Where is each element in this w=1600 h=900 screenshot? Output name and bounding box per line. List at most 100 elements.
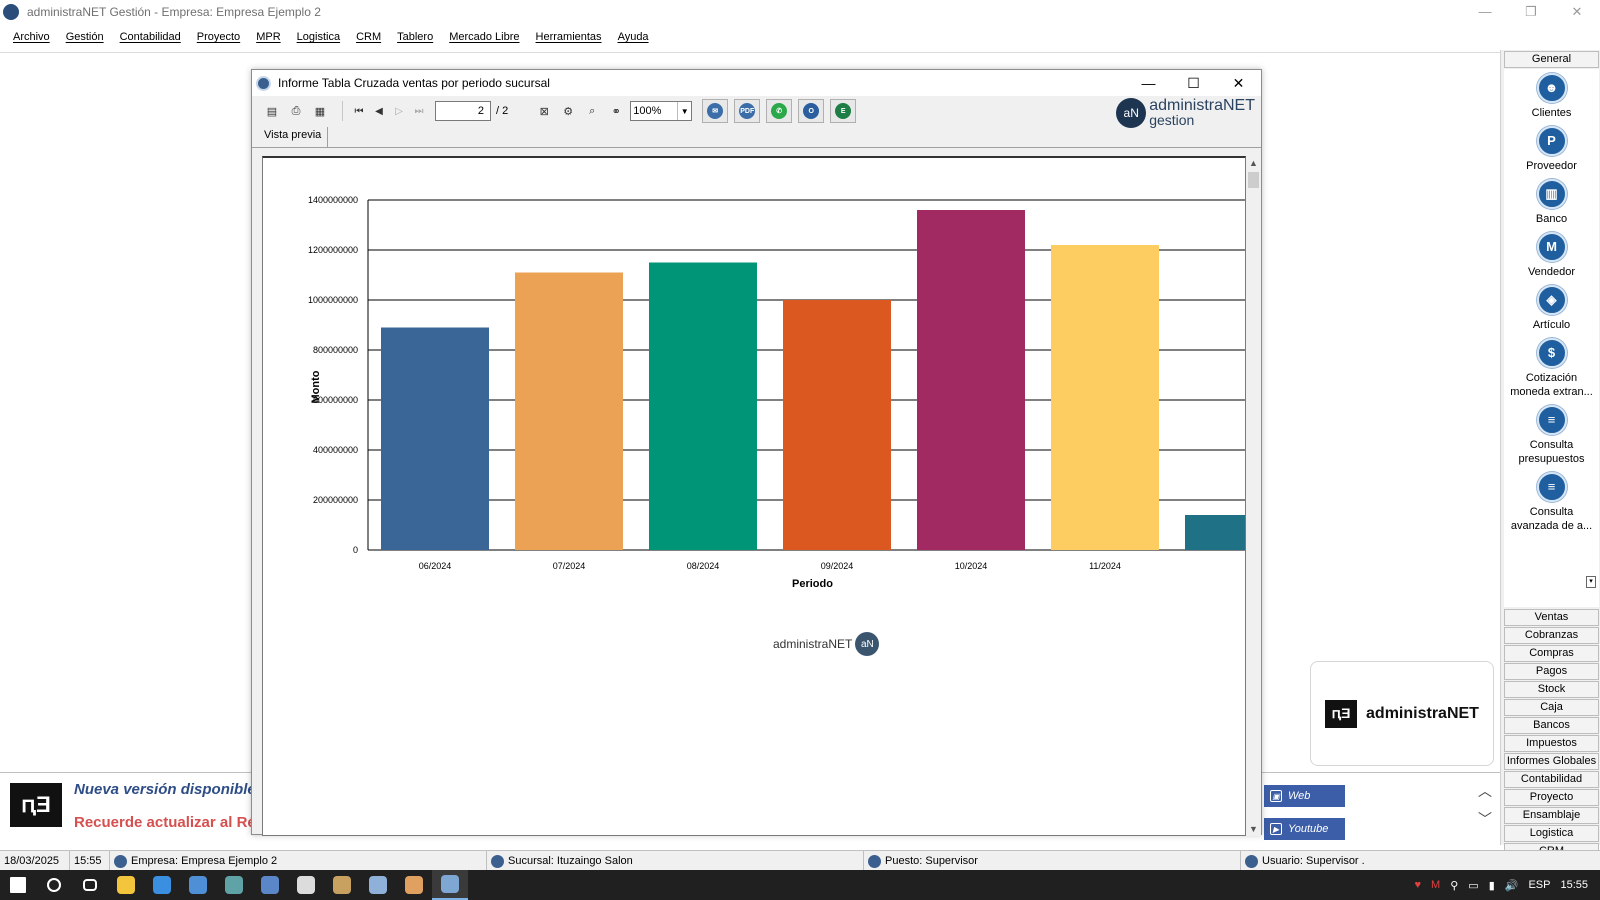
- section-pagos[interactable]: Pagos: [1504, 663, 1599, 680]
- promo-headline[interactable]: Nueva versión disponible!: [74, 781, 261, 798]
- sales-bar-chart: 0 200000000 400000000 600000000 800000000 100…: [308, 195, 1245, 590]
- status-puesto-text: Puesto: Supervisor: [885, 855, 978, 867]
- restore-button[interactable]: ❐: [1525, 3, 1537, 19]
- shortcut-currency-5[interactable]: $ Cotización moneda extran...: [1504, 338, 1599, 399]
- section-stock[interactable]: Stock: [1504, 681, 1599, 698]
- zoom-select[interactable]: 100% ▼: [630, 101, 693, 121]
- system-tray: ♥ M ⚲ ▭ ▮ 🔊 ESP 15:55: [1410, 870, 1600, 900]
- tree-icon[interactable]: ▦: [314, 105, 326, 118]
- section-ensamblaje[interactable]: Ensamblaje: [1504, 807, 1599, 824]
- web-button[interactable]: ▣ Web: [1264, 785, 1345, 807]
- menu-mercado-libre[interactable]: Mercado Libre: [449, 31, 520, 43]
- file-explorer-icon: [117, 876, 135, 894]
- tab-vista-previa[interactable]: Vista previa: [258, 127, 329, 147]
- menu-crm[interactable]: CRM: [356, 31, 382, 43]
- prev-page-icon[interactable]: ◀: [375, 105, 383, 117]
- taskbar-search[interactable]: [36, 870, 72, 900]
- taskbar-app-dark[interactable]: [288, 870, 324, 900]
- section-informes-globales[interactable]: Informes Globales: [1504, 753, 1599, 770]
- taskbar-app-tool[interactable]: [324, 870, 360, 900]
- promo-scroll[interactable]: ︿ ﹀: [1478, 777, 1492, 833]
- scroll-thumb[interactable]: [1248, 172, 1259, 188]
- shortcut-list-dropdown[interactable]: ▾: [1586, 576, 1596, 588]
- chevron-up-icon[interactable]: ︿: [1478, 783, 1492, 799]
- excel-button[interactable]: E: [830, 99, 857, 123]
- menu-archivo[interactable]: Archivo: [13, 31, 50, 43]
- shield-icon[interactable]: ♥: [1414, 879, 1422, 891]
- shortcut-clients-0[interactable]: ☻ Clientes: [1504, 73, 1599, 120]
- menu-bar: Archivo Gestión Contabilidad Proyecto MP…: [0, 26, 1600, 48]
- menu-mpr[interactable]: MPR: [256, 31, 281, 43]
- x-tick-label: 10/2024: [955, 561, 988, 571]
- shortcut-supplier-1[interactable]: P Proveedor: [1504, 126, 1599, 173]
- menu-gestion[interactable]: Gestión: [65, 31, 104, 43]
- find-icon[interactable]: ⌕: [589, 104, 596, 117]
- chevron-down-icon[interactable]: ▼: [677, 102, 691, 120]
- taskbar-app-paint[interactable]: [396, 870, 432, 900]
- shortcut-document-7[interactable]: ≡ Consulta avanzada de a...: [1504, 472, 1599, 533]
- taskbar-clock[interactable]: 15:55: [1560, 879, 1588, 891]
- taskbar-start[interactable]: [0, 870, 36, 900]
- taskbar-app-teal[interactable]: [216, 870, 252, 900]
- youtube-button[interactable]: ▶ Youtube: [1264, 818, 1345, 840]
- close-report-icon[interactable]: ⊠: [539, 105, 549, 118]
- print-icon[interactable]: ⎙: [291, 104, 301, 117]
- shortcut-article-4[interactable]: ◈ Artículo: [1504, 285, 1599, 332]
- outlook-button[interactable]: O: [798, 99, 825, 123]
- first-page-icon[interactable]: ⏮: [354, 105, 364, 117]
- volume-icon[interactable]: 🔊: [1504, 879, 1519, 892]
- section-compras[interactable]: Compras: [1504, 645, 1599, 662]
- whatsapp-button[interactable]: ✆: [766, 99, 793, 123]
- section-impuestos[interactable]: Impuestos: [1504, 735, 1599, 752]
- toolbar-divider: [342, 101, 343, 121]
- scroll-up-icon[interactable]: ▲: [1249, 158, 1258, 168]
- bar-06-2024: [381, 327, 489, 550]
- menu-proyecto[interactable]: Proyecto: [196, 31, 241, 43]
- section-bancos[interactable]: Bancos: [1504, 717, 1599, 734]
- section-contabilidad[interactable]: Contabilidad: [1504, 771, 1599, 788]
- display-icon[interactable]: ▭: [1468, 879, 1479, 892]
- shortcut-document-6[interactable]: ≡ Consulta presupuestos: [1504, 405, 1599, 466]
- minimize-button[interactable]: —: [1478, 4, 1492, 19]
- mail-icon[interactable]: M: [1431, 879, 1441, 891]
- panel-general-button[interactable]: General: [1504, 51, 1599, 68]
- export-icon[interactable]: ▤: [266, 105, 278, 118]
- administranet-icon: [441, 875, 459, 893]
- section-proyecto[interactable]: Proyecto: [1504, 789, 1599, 806]
- section-ventas[interactable]: Ventas: [1504, 609, 1599, 626]
- menu-ayuda[interactable]: Ayuda: [617, 31, 649, 43]
- settings-icon[interactable]: ⚙: [563, 105, 574, 118]
- input-language[interactable]: ESP: [1528, 879, 1551, 891]
- email-button[interactable]: ✉: [702, 99, 729, 123]
- close-button[interactable]: ✕: [1571, 3, 1583, 19]
- taskbar-app-globe[interactable]: [360, 870, 396, 900]
- taskbar-chrome[interactable]: [144, 870, 180, 900]
- section-logistica[interactable]: Logistica: [1504, 825, 1599, 842]
- menu-herramientas[interactable]: Herramientas: [535, 31, 602, 43]
- menu-contabilidad[interactable]: Contabilidad: [119, 31, 181, 43]
- preview-minimize-button[interactable]: —: [1141, 75, 1156, 91]
- section-cobranzas[interactable]: Cobranzas: [1504, 627, 1599, 644]
- preview-close-button[interactable]: ✕: [1232, 74, 1245, 91]
- taskbar-app-blue[interactable]: [180, 870, 216, 900]
- pdf-button[interactable]: PDF: [734, 99, 761, 123]
- next-page-icon[interactable]: ▷: [395, 105, 403, 117]
- taskbar-task-view[interactable]: [72, 870, 108, 900]
- menu-logistica[interactable]: Logistica: [296, 31, 341, 43]
- taskbar-file-explorer[interactable]: [108, 870, 144, 900]
- section-caja[interactable]: Caja: [1504, 699, 1599, 716]
- shortcut-bank-2[interactable]: ▥ Banco: [1504, 179, 1599, 226]
- taskbar-app-window[interactable]: [252, 870, 288, 900]
- page-number-input[interactable]: 2: [435, 101, 491, 121]
- scroll-down-icon[interactable]: ▼: [1249, 824, 1258, 834]
- last-page-icon[interactable]: ⏭: [414, 105, 424, 117]
- shortcut-seller-3[interactable]: M Vendedor: [1504, 232, 1599, 279]
- taskbar-administranet[interactable]: [432, 870, 468, 900]
- battery-icon[interactable]: ▮: [1488, 879, 1495, 892]
- menu-tablero[interactable]: Tablero: [397, 31, 434, 43]
- chevron-down-icon[interactable]: ﹀: [1478, 811, 1492, 827]
- binoculars-icon[interactable]: ⚭: [611, 105, 621, 118]
- vertical-scrollbar[interactable]: ▲ ▼: [1246, 156, 1261, 836]
- network-icon[interactable]: ⚲: [1450, 879, 1459, 892]
- preview-maximize-button[interactable]: ☐: [1187, 74, 1200, 91]
